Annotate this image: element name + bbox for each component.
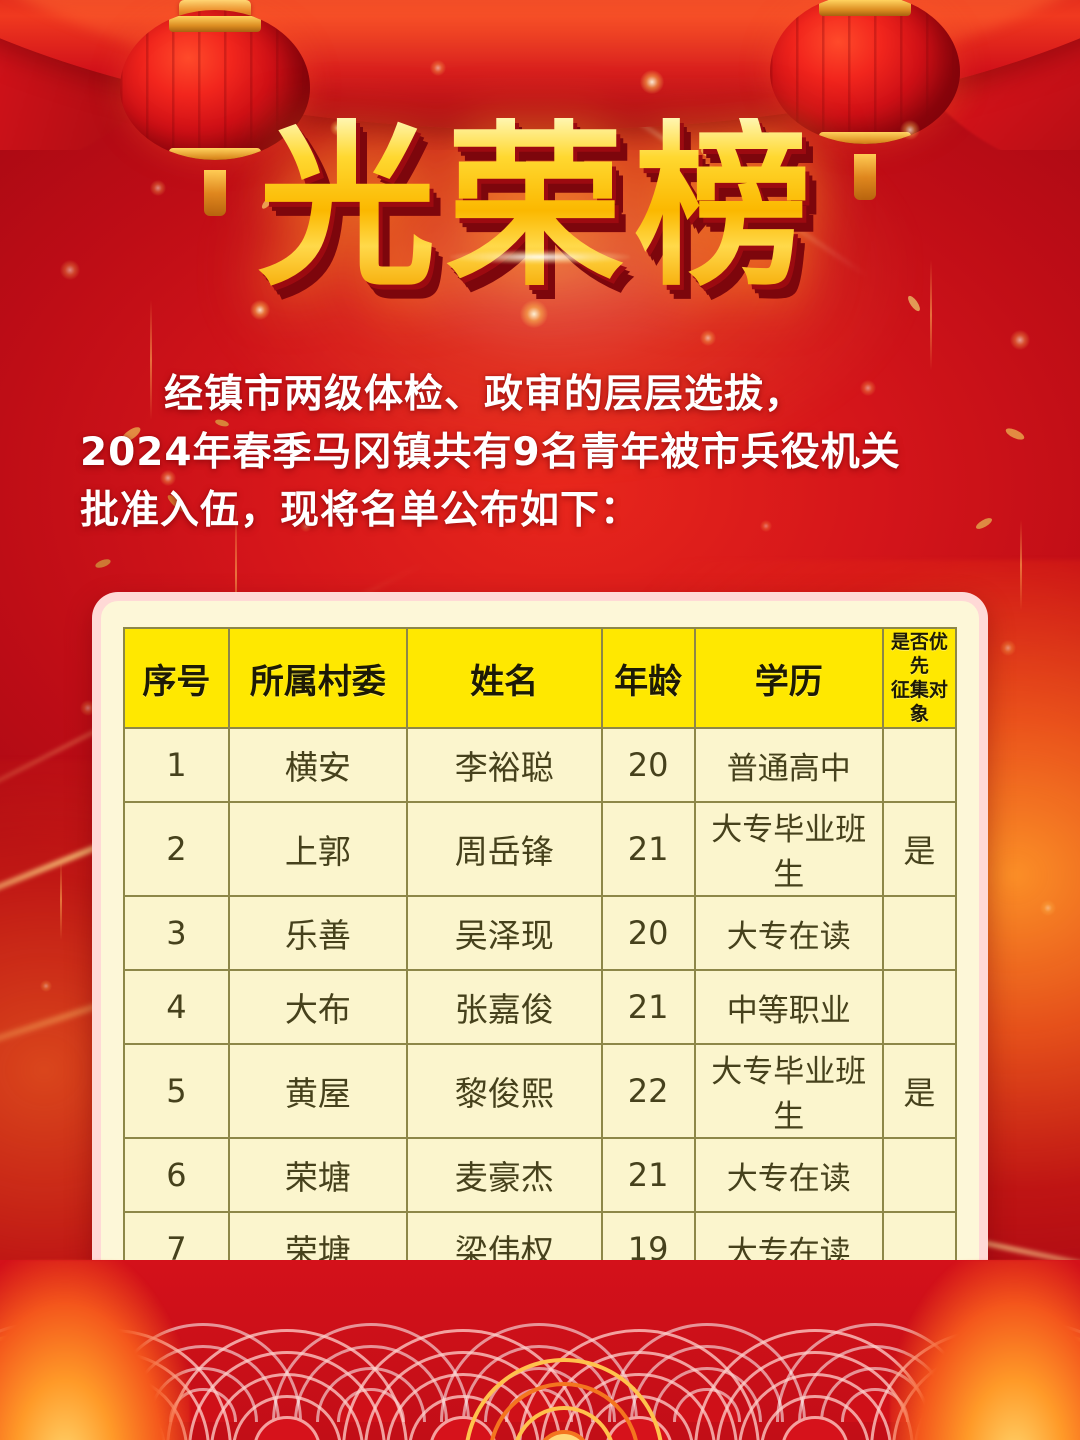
cell-name: 黎俊熙 — [405, 1043, 603, 1139]
cell-index: 2 — [123, 801, 230, 897]
table-header-row: 序号 所属村委 姓名 年龄 学历 是否优先 征集对象 — [123, 627, 958, 729]
column-header-priority: 是否优先 征集对象 — [881, 627, 958, 729]
intro-line-3: 批准入伍，现将名单公布如下： — [80, 488, 641, 533]
cell-village: 乐善 — [227, 895, 408, 971]
wave-flame-left-icon — [0, 1260, 190, 1440]
column-header-age: 年龄 — [600, 627, 696, 729]
table-row: 1 横安 李裕聪 20 普通高中 — [123, 727, 958, 803]
cell-name: 麦豪杰 — [405, 1137, 603, 1213]
lantern-body — [770, 0, 960, 144]
cell-age: 21 — [600, 1137, 696, 1213]
lantern-rim-bottom — [819, 132, 911, 144]
roster-card: 序号 所属村委 姓名 年龄 学历 是否优先 征集对象 1 横安 李裕聪 20 普通高中 2… — [92, 592, 988, 1440]
cell-education: 普通高中 — [693, 727, 884, 803]
lantern-rim-bottom — [169, 148, 261, 160]
lantern-tassel — [204, 170, 226, 216]
cell-index: 3 — [123, 895, 230, 971]
cell-index: 5 — [123, 1043, 230, 1139]
table-row: 2 上郭 周岳锋 21 大专毕业班生是 — [123, 801, 958, 897]
title-lens-flare-icon — [450, 250, 630, 264]
chinese-wave-pattern — [0, 1230, 1080, 1440]
wave-flame-right-icon — [890, 1260, 1080, 1440]
cell-age: 21 — [600, 801, 696, 897]
streamer-icon — [930, 260, 932, 370]
cell-priority — [881, 1137, 958, 1213]
column-header-education: 学历 — [693, 627, 884, 729]
lantern-rim-top — [169, 16, 261, 32]
intro-line-2: 2024年春季马冈镇共有9名青年被市兵役机关 — [80, 430, 901, 475]
lantern-rim-top — [819, 0, 911, 16]
cell-village: 黄屋 — [227, 1043, 408, 1139]
cell-education: 大专在读 — [693, 1137, 884, 1213]
cell-index: 4 — [123, 969, 230, 1045]
column-header-name: 姓名 — [405, 627, 603, 729]
cell-priority — [881, 969, 958, 1045]
cell-village: 横安 — [227, 727, 408, 803]
cell-age: 22 — [600, 1043, 696, 1139]
cell-village: 大布 — [227, 969, 408, 1045]
lantern-body — [120, 10, 310, 160]
cell-age: 20 — [600, 727, 696, 803]
cell-education: 大专毕业班生 — [693, 1043, 884, 1139]
table-row: 5 黄屋 黎俊熙 22 大专毕业班生是 — [123, 1043, 958, 1139]
cell-village: 荣塘 — [227, 1137, 408, 1213]
cell-index: 1 — [123, 727, 230, 803]
streamer-icon — [150, 300, 152, 420]
cell-name: 周岳锋 — [405, 801, 603, 897]
table-row: 4 大布 张嘉俊 21 中等职业 — [123, 969, 958, 1045]
cell-index: 6 — [123, 1137, 230, 1213]
intro-line-1: 经镇市两级体检、政审的层层选拔， — [164, 372, 805, 417]
cell-education: 中等职业 — [693, 969, 884, 1045]
cell-village: 上郭 — [227, 801, 408, 897]
page-title: 光荣榜 — [0, 118, 1080, 296]
roster-table-head: 序号 所属村委 姓名 年龄 学历 是否优先 征集对象 — [123, 627, 958, 729]
intro-paragraph: 经镇市两级体检、政审的层层选拔， 2024年春季马冈镇共有9名青年被市兵役机关 … — [80, 366, 1000, 540]
cell-education: 大专在读 — [693, 895, 884, 971]
lantern-icon — [770, 0, 960, 200]
lantern-icon — [120, 0, 310, 216]
cell-age: 21 — [600, 969, 696, 1045]
cell-priority: 是 — [881, 801, 958, 897]
page-title-text: 光荣榜 — [248, 118, 832, 296]
column-header-village: 所属村委 — [227, 627, 408, 729]
cell-priority — [881, 895, 958, 971]
cell-name: 李裕聪 — [405, 727, 603, 803]
table-row: 6 荣塘 麦豪杰 21 大专在读 — [123, 1137, 958, 1213]
roster-table: 序号 所属村委 姓名 年龄 学历 是否优先 征集对象 1 横安 李裕聪 20 普通高中 2… — [123, 627, 958, 1440]
cell-priority: 是 — [881, 1043, 958, 1139]
roster-table-body: 1 横安 李裕聪 20 普通高中 2 上郭 周岳锋 21 大专毕业班生是 3 乐善 吴泽现 20 大专在读 4… — [123, 727, 958, 1440]
cell-name: 吴泽现 — [405, 895, 603, 971]
cell-name: 张嘉俊 — [405, 969, 603, 1045]
cell-education: 大专毕业班生 — [693, 801, 884, 897]
column-header-index: 序号 — [123, 627, 230, 729]
streamer-icon — [1020, 520, 1022, 610]
streamer-icon — [60, 860, 62, 940]
column-header-priority-line1: 是否优先 — [890, 631, 948, 677]
lantern-tassel — [854, 154, 876, 200]
column-header-priority-line2: 征集对象 — [890, 679, 948, 725]
streamer-icon — [235, 500, 237, 650]
cell-age: 20 — [600, 895, 696, 971]
cell-priority — [881, 727, 958, 803]
table-row: 3 乐善 吴泽现 20 大专在读 — [123, 895, 958, 971]
